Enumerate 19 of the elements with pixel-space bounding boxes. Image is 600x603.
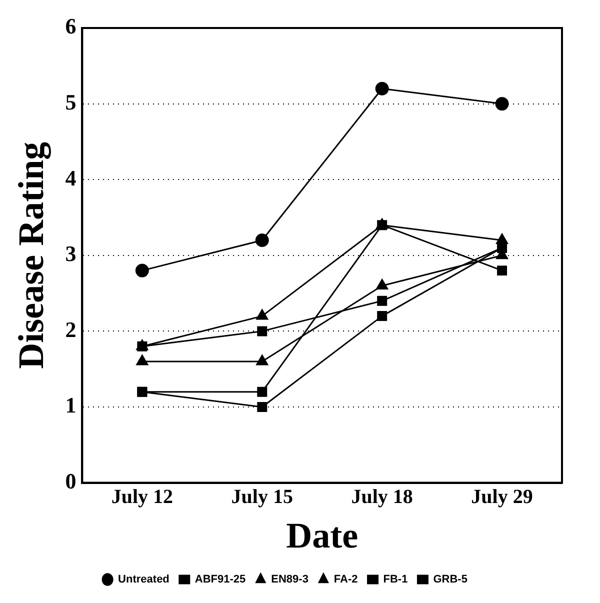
y-tick-label: 3 bbox=[65, 241, 76, 266]
legend-label: EN89-3 bbox=[271, 574, 308, 586]
legend-label: FB-1 bbox=[383, 574, 408, 586]
x-tick-label: July 12 bbox=[111, 486, 174, 508]
x-tick-label: July 15 bbox=[231, 486, 293, 508]
y-tick-label: 0 bbox=[65, 468, 76, 494]
x-tick-label: July 18 bbox=[351, 486, 413, 508]
y-tick-label: 4 bbox=[65, 165, 76, 190]
y-tick-label: 5 bbox=[65, 89, 76, 114]
y-tick-label: 6 bbox=[65, 14, 76, 39]
x-axis-title: Date bbox=[286, 516, 358, 556]
y-tick-label: 2 bbox=[65, 316, 76, 342]
x-tick-label: July 29 bbox=[471, 486, 533, 508]
legend-label: Untreated bbox=[118, 574, 170, 586]
legend-label: FA-2 bbox=[334, 574, 358, 586]
legend-label: ABF91-25 bbox=[194, 574, 246, 586]
y-axis-title: Disease Rating bbox=[10, 142, 51, 369]
legend-label: GRB-5 bbox=[433, 574, 468, 586]
y-tick-label: 1 bbox=[65, 392, 76, 418]
